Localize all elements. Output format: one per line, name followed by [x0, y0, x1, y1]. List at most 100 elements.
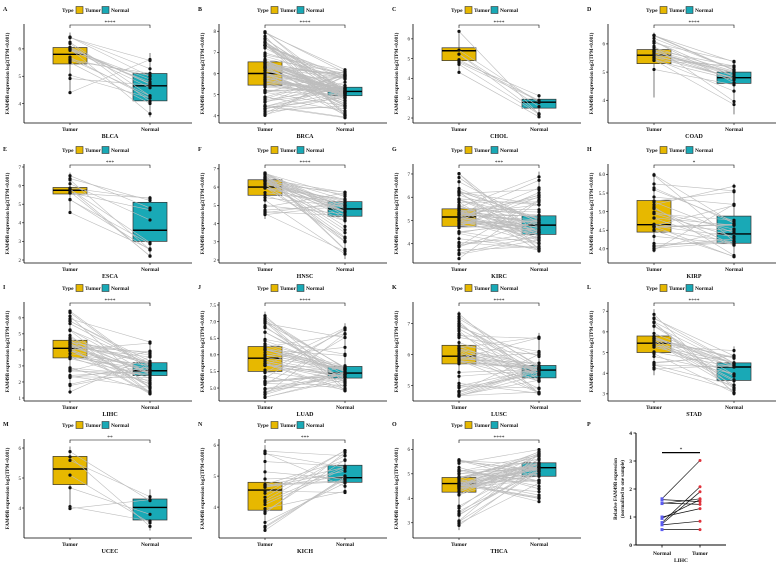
y-axis-label: FAM49B expression log2(TPM+0.001)	[6, 32, 11, 114]
pair-line	[653, 204, 734, 251]
tumor-point	[262, 370, 267, 374]
paired-samples	[457, 171, 541, 261]
significance-bracket	[69, 24, 151, 28]
tumor-point	[262, 350, 267, 355]
legend-label-normal: Normal	[306, 148, 324, 154]
x-tick-label: Normal	[335, 267, 353, 273]
legend-label-normal: Normal	[500, 423, 518, 429]
normal-point	[148, 341, 152, 345]
y-tick-label: 5	[602, 351, 605, 356]
tumor-point	[68, 309, 72, 313]
pair-line	[458, 464, 540, 478]
paired-samples	[651, 33, 736, 107]
tumor-point	[262, 43, 267, 47]
pair-line	[264, 32, 345, 70]
tumor-point	[262, 30, 267, 34]
x-tick-label: Normal	[724, 127, 742, 133]
pair-line	[264, 357, 345, 370]
pair-line	[69, 192, 151, 211]
normal-point	[148, 218, 152, 222]
normal-point	[342, 327, 347, 331]
pair-line	[264, 82, 345, 92]
pair-line	[458, 460, 540, 471]
y-tick-label: 4.5	[598, 229, 605, 234]
normal-point	[342, 69, 347, 73]
y-tick-label: 5	[213, 93, 216, 98]
tumor-point	[262, 89, 267, 93]
tumor-point	[262, 348, 267, 352]
tumor-point	[651, 241, 656, 246]
tumor-point	[698, 519, 701, 523]
panel-a: A Type Tumor Normal 4 5 6 FAM49B expression log…	[0, 0, 194, 140]
tumor-point	[68, 357, 72, 361]
pair-line	[653, 364, 734, 370]
pair-line	[264, 475, 345, 488]
chart-esca: E Type Tumor Normal 2 3 4 5 6 7 FAM49B expression …	[3, 146, 192, 280]
pair-line	[264, 31, 345, 94]
normal-point	[537, 98, 541, 103]
normal-point	[342, 384, 347, 388]
pair-line	[264, 97, 345, 109]
tumor-point	[262, 374, 267, 379]
tumor-point	[457, 357, 461, 361]
pair-line	[264, 491, 345, 509]
legend-label-normal: Normal	[695, 148, 713, 154]
y-tick-label: 5	[19, 333, 22, 338]
x-tick-label: Tumor	[646, 405, 663, 411]
normal-point	[342, 479, 347, 483]
pair-line	[264, 58, 345, 74]
pair-line	[264, 92, 345, 107]
significance-label: ****	[494, 435, 505, 441]
x-tick-label: Normal	[335, 127, 353, 133]
tumor-point	[262, 203, 267, 208]
pair-line	[69, 78, 151, 86]
pair-line	[653, 236, 734, 245]
tumor-point	[651, 206, 656, 211]
y-tick-label: 0	[629, 543, 632, 549]
significance-bracket	[653, 24, 734, 28]
tumor-point	[262, 74, 267, 78]
legend-key-tumor	[659, 6, 667, 14]
normal-point	[342, 474, 347, 478]
y-tick-label: 7	[408, 322, 411, 327]
pair-line	[458, 330, 540, 395]
pair-line	[69, 499, 151, 509]
pair-line	[264, 354, 345, 370]
x-tick-label: Normal	[335, 542, 353, 548]
pair-line	[69, 42, 151, 97]
x-tick-label: Normal	[141, 542, 159, 548]
panel-letter: G	[392, 147, 397, 153]
y-tick-label: 2	[19, 259, 22, 264]
tumor-point	[68, 390, 72, 394]
panel-f: F Type Tumor Normal 2 3 4 5 6 7 FAM49B expression …	[195, 140, 389, 280]
y-tick-label: 7	[19, 166, 22, 171]
y-tick-label: 6	[213, 72, 216, 77]
panel-letter: P	[587, 422, 591, 428]
x-tick-label: Normal	[530, 267, 548, 273]
tumor-point	[262, 489, 267, 493]
pair-line	[264, 65, 345, 93]
y-tick-label: 6	[19, 447, 22, 452]
pair-line	[264, 481, 345, 486]
legend-label-tumor: Tumor	[85, 148, 102, 154]
pair-line	[653, 185, 734, 206]
pair-line	[264, 185, 345, 213]
pair-line	[458, 467, 540, 490]
pair-line	[653, 224, 734, 228]
pair-line	[653, 356, 734, 375]
tumor-point	[651, 199, 656, 203]
y-axis-label: FAM49B expression log2(TPM+0.001)	[6, 447, 11, 529]
pair-line	[458, 453, 540, 487]
legend-label-normal: Normal	[306, 286, 324, 292]
normal-point	[731, 223, 736, 227]
normal-point	[342, 370, 347, 374]
x-tick-label: Normal	[141, 405, 159, 411]
x-tick-label: Tumor	[451, 542, 468, 548]
panel-n: N Type Tumor Normal 4 5 6 FAM49B expression log…	[195, 415, 389, 555]
pair-line	[653, 340, 734, 386]
normal-point	[731, 243, 736, 247]
pair-line	[458, 481, 540, 502]
tumor-point	[68, 314, 72, 318]
normal-point	[537, 450, 541, 454]
legend: Type Tumor Normal	[257, 6, 324, 14]
